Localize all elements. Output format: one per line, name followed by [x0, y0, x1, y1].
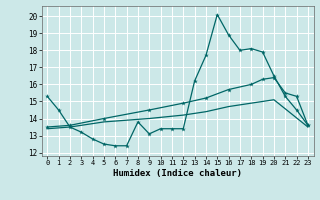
X-axis label: Humidex (Indice chaleur): Humidex (Indice chaleur) [113, 169, 242, 178]
